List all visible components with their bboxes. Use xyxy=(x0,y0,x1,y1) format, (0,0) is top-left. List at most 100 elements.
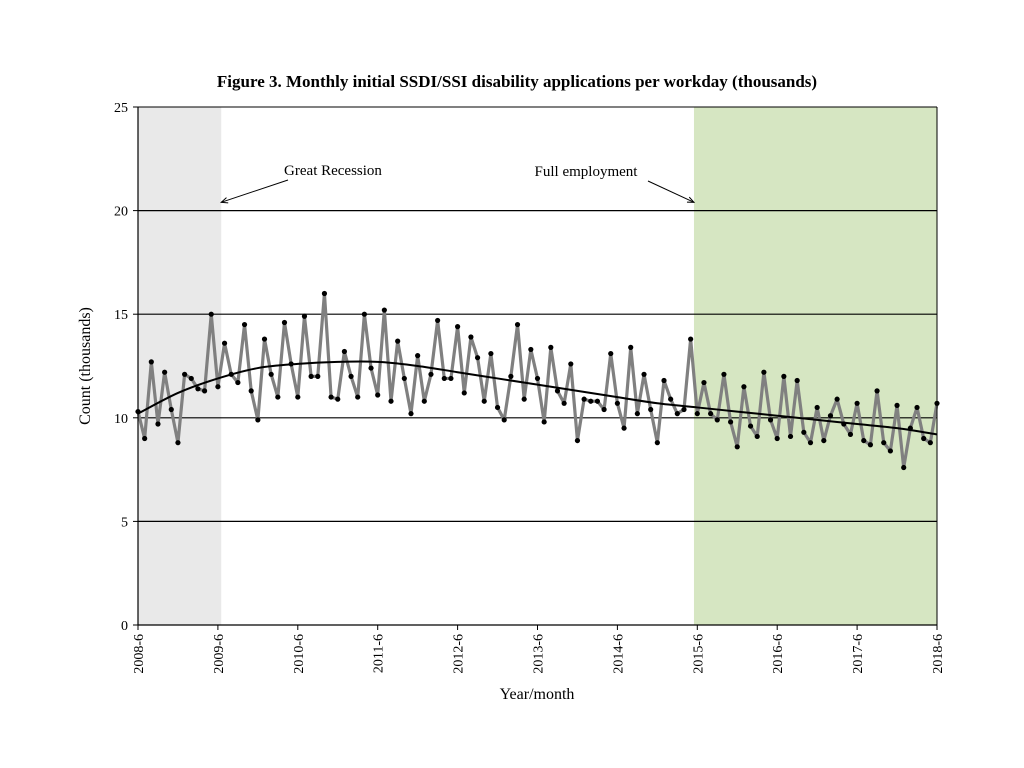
annotations: Great Recession Full employment xyxy=(220,163,696,204)
data-point-58 xyxy=(514,321,521,328)
data-point-47 xyxy=(441,375,447,382)
trend-line-group xyxy=(137,360,938,436)
data-point-11 xyxy=(201,388,208,394)
shaded-regions xyxy=(138,107,937,625)
x-tick-label-2011-6: 2011-6 xyxy=(372,634,387,673)
data-point-4 xyxy=(155,421,161,427)
gridlines xyxy=(138,210,937,523)
data-point-92 xyxy=(741,384,747,390)
data-point-46 xyxy=(435,317,441,324)
data-point-67 xyxy=(574,437,581,444)
data-point-38 xyxy=(381,307,387,313)
axes xyxy=(133,106,938,630)
data-point-61 xyxy=(534,375,541,382)
data-point-62 xyxy=(541,419,547,425)
data-point-30 xyxy=(328,394,334,400)
data-point-88 xyxy=(714,417,720,423)
x-tick-label-2009-6: 2009-6 xyxy=(212,634,227,674)
data-point-55 xyxy=(494,404,501,411)
data-point-120 xyxy=(927,440,933,446)
annotation-arrowhead-2 xyxy=(686,196,696,203)
data-point-3 xyxy=(148,359,154,365)
annotation-label-2: Full employment xyxy=(535,164,639,180)
data-point-76 xyxy=(634,411,640,417)
data-point-33 xyxy=(348,373,354,379)
data-point-71 xyxy=(601,406,607,413)
data-point-65 xyxy=(561,400,567,406)
data-point-40 xyxy=(395,338,401,344)
data-point-113 xyxy=(881,440,887,446)
annotation-arrow-1 xyxy=(221,179,289,203)
data-point-68 xyxy=(581,396,587,402)
data-point-37 xyxy=(375,392,381,398)
x-tick-label-2016-6: 2016-6 xyxy=(771,634,786,674)
data-point-57 xyxy=(508,373,514,379)
data-point-94 xyxy=(754,433,760,440)
data-point-111 xyxy=(867,442,874,448)
data-point-23 xyxy=(281,319,288,326)
data-point-98 xyxy=(781,373,787,379)
data-point-107 xyxy=(841,421,847,427)
x-tick-label-2013-6: 2013-6 xyxy=(532,634,547,674)
data-point-42 xyxy=(408,411,414,417)
data-points xyxy=(135,290,940,471)
data-point-69 xyxy=(588,398,594,404)
data-point-112 xyxy=(874,388,880,394)
data-point-24 xyxy=(288,361,294,367)
data-point-106 xyxy=(834,396,840,402)
data-point-2 xyxy=(142,435,148,442)
data-point-16 xyxy=(235,379,241,386)
data-point-70 xyxy=(594,398,601,404)
data-point-99 xyxy=(787,433,794,440)
data-point-10 xyxy=(195,386,201,392)
data-point-86 xyxy=(701,379,707,386)
data-point-35 xyxy=(361,311,367,317)
data-point-21 xyxy=(268,371,274,377)
data-point-104 xyxy=(821,437,827,444)
data-point-66 xyxy=(568,361,574,367)
data-point-39 xyxy=(388,398,394,404)
data-point-41 xyxy=(401,375,407,382)
data-point-89 xyxy=(721,371,727,377)
y-tick-label-20: 20 xyxy=(114,205,128,220)
data-point-60 xyxy=(528,346,534,353)
data-point-114 xyxy=(887,448,893,454)
data-point-48 xyxy=(448,375,454,382)
data-point-26 xyxy=(301,313,308,319)
data-point-25 xyxy=(295,394,301,400)
y-axis-title: Count (thousands) xyxy=(77,307,94,425)
data-point-83 xyxy=(681,406,687,413)
chart-title: Figure 3. Monthly initial SSDI/SSI disab… xyxy=(217,72,817,91)
data-point-103 xyxy=(814,404,820,411)
data-point-53 xyxy=(481,398,487,404)
data-point-100 xyxy=(794,377,800,384)
data-point-73 xyxy=(614,400,621,406)
data-point-108 xyxy=(847,431,854,437)
data-point-75 xyxy=(628,344,634,350)
data-point-13 xyxy=(215,384,221,390)
data-point-51 xyxy=(468,334,474,340)
data-point-6 xyxy=(168,406,174,413)
data-point-20 xyxy=(261,336,268,342)
data-point-52 xyxy=(474,355,481,361)
data-point-5 xyxy=(162,369,168,375)
data-point-18 xyxy=(248,388,254,394)
x-tick-labels: 2008-6 2009-6 2010-6 2011-6 2012-6 2013-6 2014… xyxy=(132,634,946,674)
data-point-27 xyxy=(308,373,314,379)
annotation-arrowhead-1 xyxy=(220,197,229,204)
data-point-29 xyxy=(321,290,328,297)
data-point-36 xyxy=(368,365,374,371)
data-point-91 xyxy=(734,444,740,450)
data-point-117 xyxy=(907,425,913,431)
x-tick-label-2017-6: 2017-6 xyxy=(851,634,866,674)
data-point-19 xyxy=(255,417,261,423)
x-axis-title: Year/month xyxy=(500,686,575,703)
data-point-56 xyxy=(501,417,507,423)
x-tick-label-2010-6: 2010-6 xyxy=(292,634,307,674)
data-point-49 xyxy=(455,324,461,330)
trend-line xyxy=(137,360,938,436)
data-point-14 xyxy=(221,340,228,346)
data-point-8 xyxy=(182,371,188,377)
data-point-43 xyxy=(415,353,421,359)
data-point-96 xyxy=(767,417,774,423)
